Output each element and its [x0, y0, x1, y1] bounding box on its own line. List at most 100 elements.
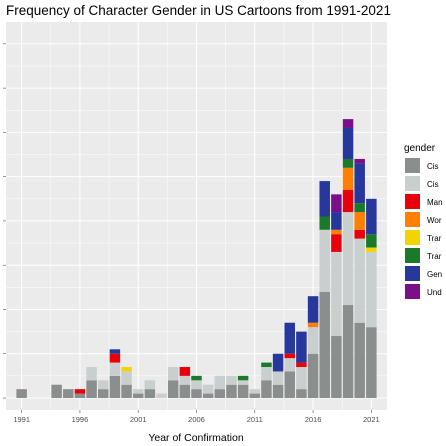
bar-segment — [366, 247, 377, 252]
legend-label: Cis — [427, 162, 439, 171]
bar-segment — [214, 375, 226, 390]
bar-segment — [179, 367, 191, 376]
y-axis — [3, 43, 6, 399]
bar-segment — [74, 389, 86, 394]
bar-segment — [342, 212, 354, 306]
bar-segment — [342, 127, 354, 159]
bar-segment — [86, 367, 97, 381]
bar-segment — [179, 375, 191, 385]
bar-segment — [191, 375, 202, 381]
bar-segment — [296, 362, 307, 368]
chart-title: Frequency of Character Gender in US Cart… — [6, 3, 391, 18]
bar-segment — [121, 371, 132, 385]
bar-segment — [354, 238, 365, 323]
legend-swatch — [405, 212, 420, 227]
bar-segment — [144, 380, 156, 390]
legend-label: Gen — [427, 270, 442, 279]
bar-segment — [366, 251, 377, 328]
bar-segment — [272, 384, 284, 398]
bar-segment — [331, 234, 342, 252]
x-tick-label: 2001 — [130, 415, 147, 424]
bar-segment — [109, 349, 121, 354]
bar-segment — [16, 389, 27, 398]
bar-segment — [109, 375, 121, 398]
x-tick-label: 2021 — [363, 415, 380, 424]
bar-segment — [342, 167, 354, 190]
legend-swatch — [405, 176, 420, 191]
bar-segment — [132, 389, 144, 394]
legend-swatch — [405, 158, 420, 173]
bar-segment — [307, 327, 319, 354]
bar-segment — [354, 229, 365, 239]
bar-segment — [249, 389, 261, 394]
bar-segment — [319, 229, 330, 292]
bar-segment — [354, 203, 365, 213]
legend-swatch — [405, 230, 420, 245]
bar-segment — [307, 322, 319, 328]
bar-segment — [284, 322, 295, 354]
x-tick-label: 2006 — [188, 415, 205, 424]
bar-segment — [109, 353, 121, 363]
bars — [16, 119, 377, 398]
bar-segment — [202, 384, 214, 394]
bar-segment — [226, 375, 237, 385]
bar-segment — [319, 181, 330, 217]
bar-segment — [342, 305, 354, 398]
legend-swatch — [405, 194, 420, 209]
bar-segment — [342, 119, 354, 128]
bar-segment — [284, 353, 295, 359]
grid-lines — [6, 22, 387, 410]
bar-segment — [167, 367, 179, 381]
bar-segment — [261, 367, 272, 381]
bar-segment — [144, 389, 156, 398]
bar-segment — [331, 229, 342, 235]
bar-segment — [202, 393, 214, 398]
legend: Cis Cis Man Wor Trar Trar Gen Und — [405, 158, 443, 299]
bar-segment — [191, 380, 202, 390]
bar-segment — [156, 393, 167, 398]
bar-segment — [331, 336, 342, 398]
legend-label: Trar — [427, 234, 442, 243]
bar-segment — [63, 389, 74, 398]
legend-label: Trar — [427, 252, 442, 261]
bar-segment — [261, 380, 272, 398]
x-tick-label: 1991 — [13, 415, 30, 424]
bar-segment — [98, 380, 109, 390]
bar-segment — [307, 296, 319, 323]
bar-segment — [366, 234, 377, 248]
bar-segment — [167, 380, 179, 398]
legend-label: Cis — [427, 180, 439, 189]
bar-segment — [214, 389, 226, 398]
bar-segment — [86, 380, 97, 398]
bar-segment — [179, 384, 191, 398]
bar-segment — [272, 371, 284, 385]
bar-segment — [354, 163, 365, 204]
bar-segment — [342, 158, 354, 168]
x-axis-title: Year of Confirmation — [148, 432, 243, 444]
legend-swatch — [405, 284, 420, 299]
bar-segment — [296, 331, 307, 363]
bar-segment — [237, 375, 249, 381]
bar-segment — [307, 353, 319, 398]
legend-swatch — [405, 248, 420, 263]
bar-segment — [132, 393, 144, 398]
x-tick-label: 2011 — [247, 415, 263, 424]
bar-segment — [331, 212, 342, 230]
x-tick-label: 2016 — [305, 415, 322, 424]
legend-label: Wor — [427, 216, 442, 225]
bar-segment — [74, 393, 86, 398]
bar-segment — [284, 358, 295, 372]
legend-title: gender — [404, 143, 436, 154]
x-tick-label: 1996 — [72, 415, 89, 424]
bar-segment — [296, 389, 307, 398]
bar-segment — [237, 384, 249, 398]
bar-segment — [284, 371, 295, 398]
bar-segment — [51, 384, 62, 398]
bar-segment — [354, 322, 365, 398]
bar-segment — [296, 367, 307, 390]
bar-segment — [98, 389, 109, 398]
bar-segment — [319, 291, 330, 398]
legend-label: Und — [427, 288, 442, 297]
bar-segment — [366, 327, 377, 398]
bar-segment — [319, 216, 330, 230]
